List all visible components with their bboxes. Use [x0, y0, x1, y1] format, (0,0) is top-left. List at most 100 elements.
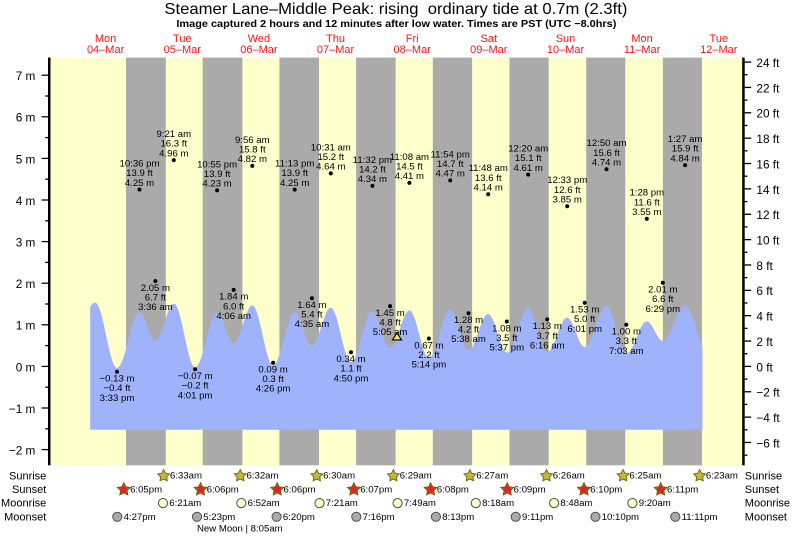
svg-text:1.13 m: 1.13 m [533, 321, 562, 332]
svg-text:1.45 m: 1.45 m [375, 308, 404, 319]
svg-text:10–Mar: 10–Mar [547, 44, 585, 56]
svg-text:7:16pm: 7:16pm [363, 512, 395, 523]
svg-text:6:10pm: 6:10pm [590, 484, 622, 495]
svg-text:4.47 m: 4.47 m [436, 169, 465, 180]
svg-text:6:30am: 6:30am [323, 471, 355, 482]
svg-text:3:33 pm: 3:33 pm [100, 393, 135, 404]
svg-text:6:29am: 6:29am [400, 471, 432, 482]
svg-text:6:08pm: 6:08pm [437, 484, 469, 495]
svg-text:1.28 m: 1.28 m [454, 315, 483, 326]
svg-text:11:32 pm: 11:32 pm [353, 155, 392, 166]
svg-text:6:26am: 6:26am [553, 471, 585, 482]
svg-text:9:21 am: 9:21 am [156, 129, 191, 140]
svg-text:4.2 ft: 4.2 ft [458, 325, 480, 336]
svg-text:4.23 m: 4.23 m [202, 179, 231, 190]
svg-text:12.6 ft: 12.6 ft [554, 185, 581, 196]
svg-text:2 m: 2 m [16, 277, 36, 291]
svg-text:−2 m: −2 m [9, 444, 36, 458]
svg-text:09–Mar: 09–Mar [470, 44, 508, 56]
svg-text:6.6 ft: 6.6 ft [652, 294, 674, 305]
svg-text:10:36 pm: 10:36 pm [119, 159, 159, 170]
svg-text:4.41 m: 4.41 m [395, 171, 424, 182]
svg-text:1:28 pm: 1:28 pm [629, 188, 664, 199]
svg-text:5:14 pm: 5:14 pm [412, 360, 447, 371]
svg-text:3.3 ft: 3.3 ft [616, 336, 638, 347]
svg-text:−0.13 m: −0.13 m [100, 374, 135, 385]
svg-text:6:09pm: 6:09pm [514, 484, 546, 495]
svg-text:0 ft: 0 ft [756, 360, 773, 374]
svg-text:6:52am: 6:52am [248, 498, 280, 509]
svg-text:1:27 am: 1:27 am [668, 134, 703, 145]
svg-text:4:26 pm: 4:26 pm [256, 384, 291, 395]
svg-text:6:25am: 6:25am [629, 471, 661, 482]
svg-text:6 ft: 6 ft [756, 284, 773, 298]
svg-text:4 ft: 4 ft [756, 310, 773, 324]
svg-text:4.84 m: 4.84 m [670, 153, 699, 164]
svg-text:4:50 pm: 4:50 pm [334, 373, 369, 384]
svg-text:−0.4 ft: −0.4 ft [104, 383, 131, 394]
svg-text:06–Mar: 06–Mar [240, 44, 278, 56]
svg-text:3.85 m: 3.85 m [553, 194, 582, 205]
svg-text:4.74 m: 4.74 m [592, 157, 621, 168]
svg-text:3 m: 3 m [16, 236, 36, 250]
svg-text:Sat: Sat [481, 33, 498, 45]
svg-text:Tue: Tue [710, 33, 729, 45]
svg-text:5.4 ft: 5.4 ft [301, 310, 323, 321]
svg-text:4.82 m: 4.82 m [238, 154, 267, 165]
svg-text:Moonset: Moonset [745, 511, 787, 523]
svg-text:4:01 pm: 4:01 pm [178, 390, 213, 401]
svg-text:16 ft: 16 ft [756, 157, 780, 171]
svg-text:3.7 ft: 3.7 ft [537, 331, 559, 342]
svg-text:8 ft: 8 ft [756, 259, 773, 273]
svg-text:7 m: 7 m [16, 69, 36, 83]
svg-text:2.2 ft: 2.2 ft [418, 350, 440, 361]
svg-text:11.6 ft: 11.6 ft [634, 197, 660, 208]
svg-text:−4 ft: −4 ft [756, 411, 780, 425]
svg-text:−2 ft: −2 ft [756, 386, 780, 400]
svg-text:16.3 ft: 16.3 ft [160, 139, 187, 150]
svg-text:6:23am: 6:23am [706, 471, 738, 482]
svg-text:11:48 am: 11:48 am [469, 163, 508, 174]
svg-text:15.9 ft: 15.9 ft [672, 144, 699, 155]
svg-text:0.3 ft: 0.3 ft [262, 374, 284, 385]
svg-text:Moonrise: Moonrise [745, 498, 790, 510]
svg-text:13.9 ft: 13.9 ft [126, 168, 153, 179]
svg-text:07–Mar: 07–Mar [317, 44, 355, 56]
svg-text:2 ft: 2 ft [756, 335, 773, 349]
svg-text:0.67 m: 0.67 m [414, 340, 443, 351]
svg-text:1.1 ft: 1.1 ft [340, 364, 362, 375]
svg-text:6:07pm: 6:07pm [360, 484, 392, 495]
svg-text:Moonset: Moonset [4, 511, 46, 523]
svg-text:−6 ft: −6 ft [756, 436, 780, 450]
svg-text:12:50 am: 12:50 am [586, 138, 626, 149]
svg-text:Sunrise: Sunrise [745, 470, 782, 482]
svg-text:08–Mar: 08–Mar [394, 44, 432, 56]
svg-text:Steamer Lane–Middle Peak: risi: Steamer Lane–Middle Peak: rising ordinar… [164, 1, 627, 18]
svg-text:6:21am: 6:21am [169, 498, 201, 509]
svg-text:4:35 am: 4:35 am [295, 319, 330, 330]
svg-text:6:06pm: 6:06pm [207, 484, 239, 495]
svg-text:12:33 pm: 12:33 pm [547, 175, 587, 186]
svg-text:10:10pm: 10:10pm [602, 512, 639, 523]
svg-text:Tue: Tue [173, 33, 192, 45]
svg-text:6:01 pm: 6:01 pm [567, 324, 602, 335]
svg-text:New Moon | 8:05am: New Moon | 8:05am [197, 523, 283, 534]
svg-text:0.34 m: 0.34 m [336, 354, 365, 365]
svg-text:−1 m: −1 m [9, 402, 36, 416]
svg-text:6:32am: 6:32am [247, 471, 279, 482]
svg-text:4.34 m: 4.34 m [358, 174, 387, 185]
svg-text:5:05 am: 5:05 am [373, 327, 408, 338]
svg-text:8:48am: 8:48am [560, 498, 592, 509]
svg-text:1 m: 1 m [16, 319, 36, 333]
svg-text:Sun: Sun [556, 33, 576, 45]
svg-text:14 ft: 14 ft [756, 183, 780, 197]
svg-text:4:06 am: 4:06 am [216, 311, 251, 322]
svg-text:4 m: 4 m [16, 194, 36, 208]
svg-text:4.8 ft: 4.8 ft [379, 318, 401, 329]
svg-text:6:20pm: 6:20pm [283, 512, 315, 523]
svg-text:5:37 pm: 5:37 pm [489, 343, 524, 354]
svg-text:14.5 ft: 14.5 ft [396, 162, 423, 173]
svg-text:11:08 am: 11:08 am [390, 152, 429, 163]
svg-text:3.5 ft: 3.5 ft [496, 333, 518, 344]
svg-text:13.9 ft: 13.9 ft [204, 169, 231, 180]
